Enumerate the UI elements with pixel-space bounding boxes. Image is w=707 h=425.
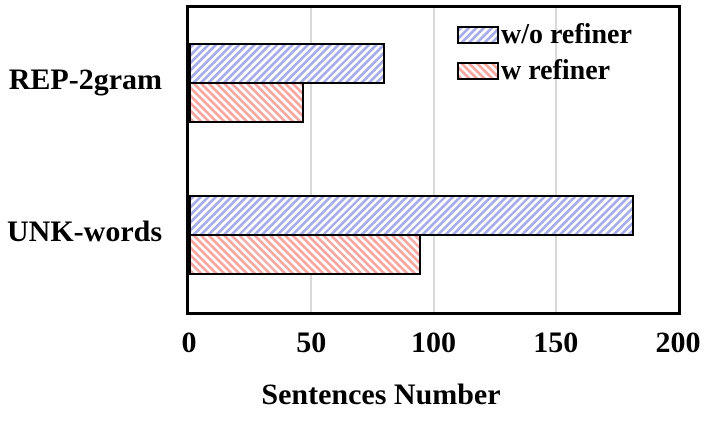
legend-item-w-refiner: w refiner <box>457 54 632 87</box>
gridline <box>432 8 435 312</box>
legend-label-wo-refiner: w/o refiner <box>501 19 632 50</box>
legend-label-w-refiner: w refiner <box>501 54 611 86</box>
legend-swatch-w-refiner-icon <box>457 62 499 81</box>
plot-area: w/o refiner w refiner <box>186 5 681 315</box>
x-tick-label: 50 <box>296 326 327 359</box>
x-tick-label: 100 <box>411 326 456 359</box>
x-tick-label: 0 <box>181 326 197 359</box>
gridline <box>310 8 313 312</box>
gridline <box>554 8 557 312</box>
bar-rep-2gram-wo-refiner <box>189 43 385 84</box>
legend: w/o refiner w refiner <box>457 19 632 87</box>
legend-swatch-wo-refiner-icon <box>457 26 499 45</box>
bar-rep-2gram-w-refiner <box>189 82 304 123</box>
x-axis-tick-labels: 0 50 100 150 200 <box>182 326 701 362</box>
x-axis-title: Sentences Number <box>261 378 501 411</box>
legend-item-wo-refiner: w/o refiner <box>457 19 632 51</box>
category-label-unk-words: UNK-words <box>7 215 162 248</box>
x-tick-label: 150 <box>533 326 579 359</box>
category-label-rep-2gram: REP-2gram <box>8 63 162 96</box>
bar-unk-words-wo-refiner <box>189 195 634 236</box>
bar-unk-words-w-refiner <box>189 234 422 275</box>
x-tick-label: 200 <box>655 326 701 359</box>
